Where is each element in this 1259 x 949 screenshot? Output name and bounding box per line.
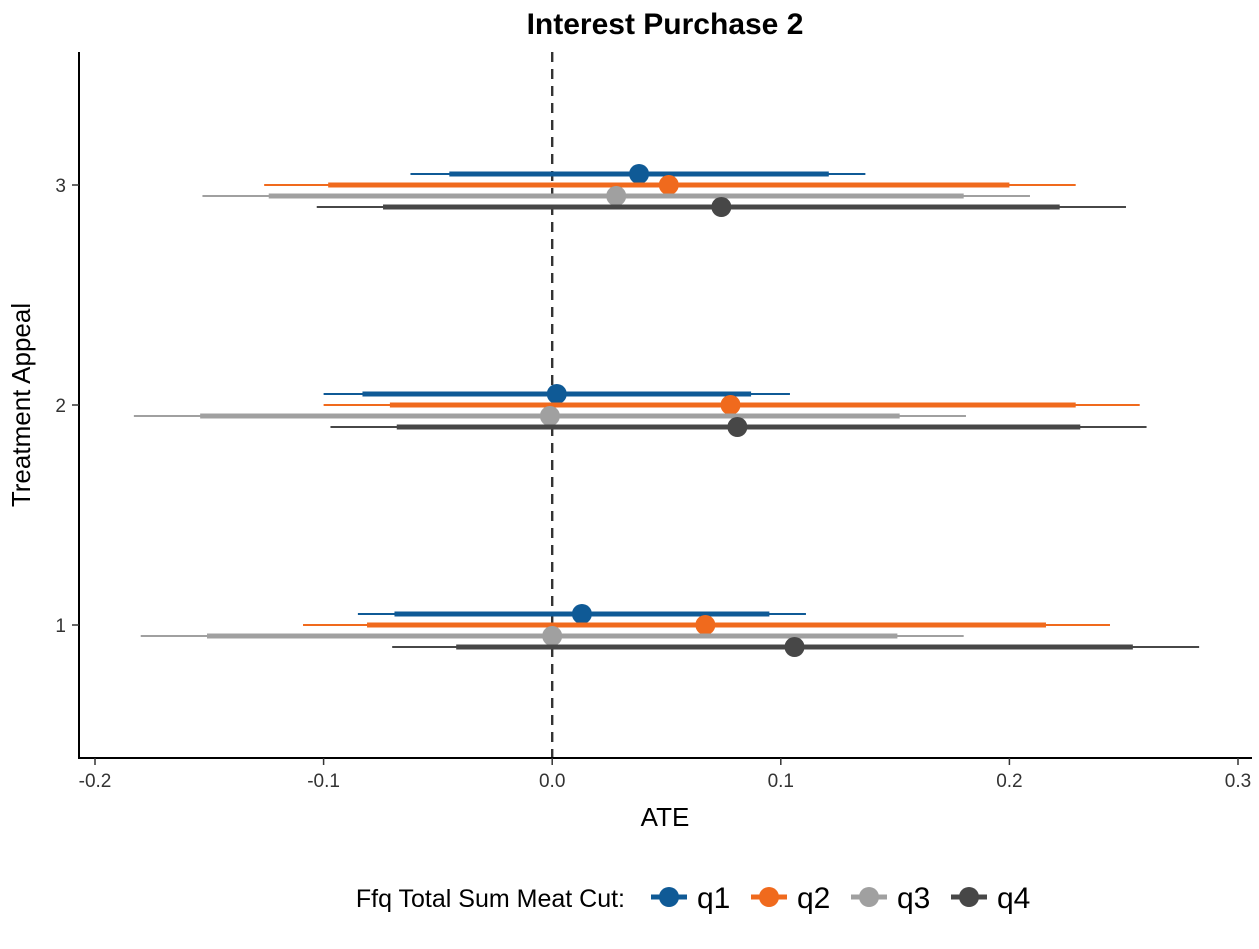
y-tick-label: 3 xyxy=(55,176,66,197)
legend-item-q4: q4 xyxy=(951,882,1030,915)
x-tick-label: 0.3 xyxy=(1225,771,1251,792)
x-tick-label: 0.0 xyxy=(539,771,565,792)
x-tick-label: 0.1 xyxy=(768,771,794,792)
series-q3 xyxy=(133,186,1030,646)
legend-label: q3 xyxy=(897,882,930,915)
estimate-point-q4-t3 xyxy=(711,197,732,217)
legend-key-point xyxy=(759,887,779,907)
legend-item-q1: q1 xyxy=(651,882,730,915)
legend-key-point xyxy=(859,887,879,907)
estimate-point-q2-t2 xyxy=(720,395,741,415)
y-tick-label: 1 xyxy=(55,616,66,637)
estimate-point-q1-t3 xyxy=(629,164,650,184)
y-axis-title: Treatment Appeal xyxy=(6,303,36,507)
series-q4 xyxy=(316,197,1200,657)
x-tick-label: -0.1 xyxy=(307,771,340,792)
y-tick-label: 2 xyxy=(55,396,66,417)
legend: Ffq Total Sum Meat Cut: q1 q2 q3 q4 xyxy=(356,882,1030,915)
chart-title: Interest Purchase 2 xyxy=(527,8,804,41)
series-q2 xyxy=(264,175,1140,635)
legend-item-q2: q2 xyxy=(751,882,830,915)
estimate-point-q3-t1 xyxy=(542,626,563,646)
y-axis-ticks: 1 2 3 xyxy=(55,176,79,637)
x-axis-title: ATE xyxy=(641,802,690,832)
estimate-point-q3-t3 xyxy=(606,186,627,206)
estimate-point-q2-t3 xyxy=(658,175,679,195)
estimate-point-q4-t1 xyxy=(784,637,805,657)
estimate-point-q1-t2 xyxy=(546,384,567,404)
legend-title: Ffq Total Sum Meat Cut: xyxy=(356,885,625,913)
legend-label: q4 xyxy=(997,882,1030,915)
estimate-point-q2-t1 xyxy=(695,615,716,635)
legend-key-point xyxy=(959,887,979,907)
plot-area xyxy=(133,52,1200,758)
legend-label: q1 xyxy=(697,882,730,915)
x-tick-label: -0.2 xyxy=(79,771,112,792)
legend-key-point xyxy=(659,887,679,907)
legend-item-q3: q3 xyxy=(851,882,930,915)
estimate-point-q4-t2 xyxy=(727,417,748,437)
estimate-point-q1-t1 xyxy=(571,604,592,624)
legend-label: q2 xyxy=(797,882,830,915)
estimate-point-q3-t2 xyxy=(539,406,560,426)
x-tick-label: 0.2 xyxy=(996,771,1022,792)
x-axis-ticks: -0.2 -0.1 0.0 0.1 0.2 0.3 xyxy=(79,758,1251,792)
series-q1 xyxy=(323,164,866,624)
